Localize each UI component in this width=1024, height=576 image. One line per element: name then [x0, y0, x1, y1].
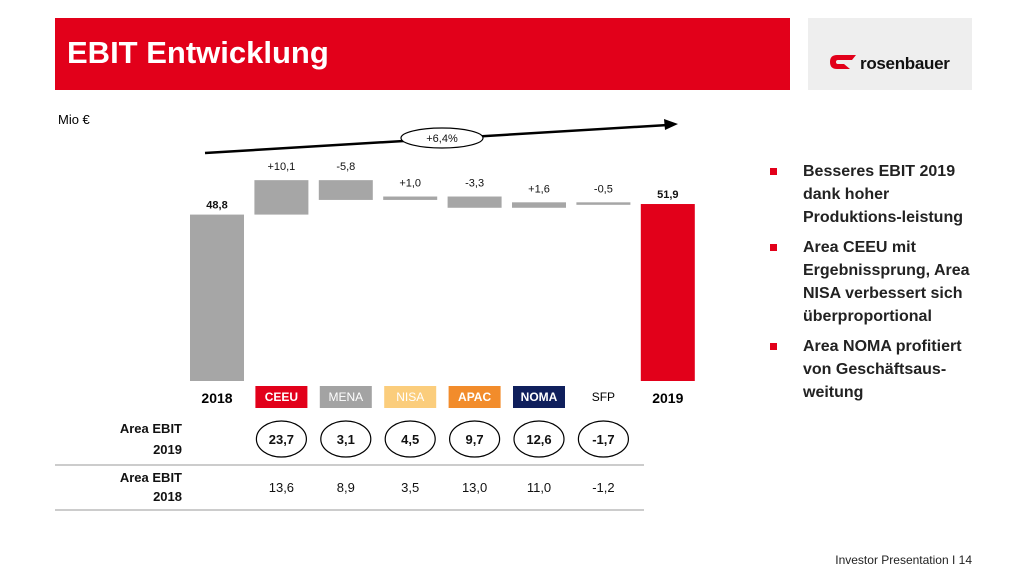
bar-noma: [512, 202, 566, 208]
value-label: -3,3: [465, 178, 484, 190]
table-cell: -1,2: [592, 480, 614, 495]
category-label: 2018: [201, 390, 232, 406]
value-label: +1,6: [528, 183, 550, 195]
value-label: 48,8: [206, 200, 227, 212]
bullet-list: Besseres EBIT 2019 dank hoher Produktion…: [766, 160, 986, 411]
bar-apac: [447, 196, 502, 208]
category-box-nisa: [384, 386, 437, 408]
table-cell: 4,5: [401, 432, 419, 447]
growth-label: +6,4%: [426, 133, 458, 145]
bullet-square-icon: [770, 168, 777, 175]
value-ellipse: [577, 420, 630, 458]
category-label: 2019: [652, 390, 683, 406]
value-label: -0,5: [594, 183, 613, 195]
category-box-noma: [513, 386, 565, 408]
value-label: +10,1: [267, 161, 295, 173]
value-ellipse: [513, 420, 565, 458]
table-cell: 13,6: [269, 480, 294, 495]
table-cell: 3,5: [401, 480, 419, 495]
table-cell: 23,7: [269, 432, 294, 447]
table-cell: 12,6: [526, 432, 551, 447]
bar-mena: [318, 180, 373, 200]
bar-ceeu: [254, 180, 309, 215]
bullet-item: Besseres EBIT 2019 dank hoher Produktion…: [766, 160, 986, 229]
unit-label: Mio €: [58, 112, 90, 127]
logo: rosenbauer: [808, 18, 972, 90]
table-cell: 8,9: [337, 480, 355, 495]
bullet-item: Area CEEU mit Ergebnissprung, Area NISA …: [766, 236, 986, 328]
table-cell: 13,0: [462, 480, 487, 495]
table-cell: 3,1: [337, 432, 355, 447]
footer: Investor Presentation I 14: [835, 553, 972, 567]
table-cell: 9,7: [466, 432, 484, 447]
category-label: SFP: [592, 390, 615, 404]
title-bar: EBIT Entwicklung: [55, 18, 790, 90]
row-label: Area EBIT: [120, 421, 182, 436]
category-label: CEEU: [265, 390, 298, 404]
category-box-ceeu: [255, 386, 308, 408]
logo-text: rosenbauer: [860, 54, 950, 73]
category-label: APAC: [458, 390, 491, 404]
category-label: MENA: [328, 390, 363, 404]
bar-nisa: [383, 196, 438, 200]
row-label: Area EBIT: [120, 470, 182, 485]
rosenbauer-logo-icon: [830, 55, 856, 69]
table-cell: -1,7: [592, 432, 614, 447]
category-label: NOMA: [521, 390, 558, 404]
arrow-head-icon: [664, 119, 678, 130]
category-box-apac: [448, 386, 501, 408]
bullet-square-icon: [770, 343, 777, 350]
value-label: +1,0: [399, 178, 421, 190]
bullet-square-icon: [770, 244, 777, 251]
row-label: 2018: [153, 489, 182, 504]
category-label: NISA: [396, 390, 424, 404]
bar-sfp: [576, 202, 631, 205]
row-label: 2019: [153, 442, 182, 457]
bullet-item: Area NOMA profitiert von Geschäftsaus-we…: [766, 335, 986, 404]
value-ellipse: [449, 420, 501, 458]
bar-2019: [640, 204, 695, 381]
category-box-mena: [319, 386, 372, 408]
value-label: -5,8: [336, 161, 355, 173]
table-cell: 11,0: [527, 480, 551, 495]
ebit-waterfall-chart: 48,8 +10,1 -5,8 +1,0 -3,3 +1,6 -0,5 51,9 +6,4% 20…: [55, 119, 695, 511]
page-title: EBIT Entwicklung: [67, 35, 329, 70]
value-label: 51,9: [657, 189, 678, 201]
growth-ellipse: [400, 127, 484, 149]
bar-2018: [190, 214, 244, 381]
value-ellipse: [255, 420, 307, 458]
value-ellipse: [384, 420, 436, 458]
value-ellipse: [320, 420, 372, 458]
